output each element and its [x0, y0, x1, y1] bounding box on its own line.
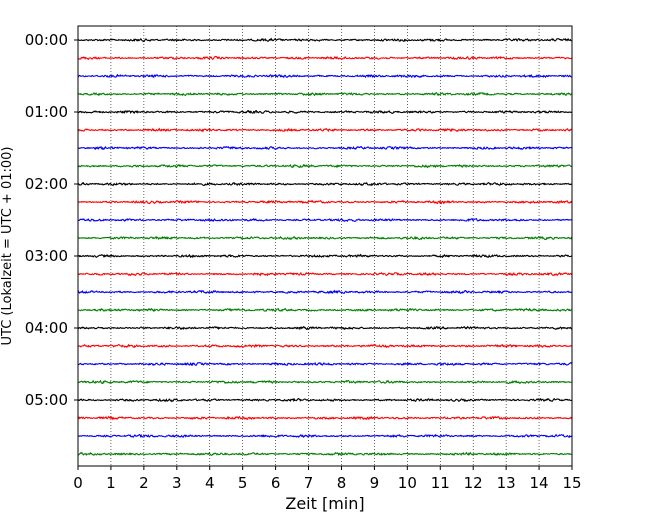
trace-2: [77, 55, 573, 61]
plot-background: [78, 26, 572, 466]
x-tick-label-6: 6: [271, 474, 281, 492]
x-tick-label-11: 11: [431, 474, 450, 492]
trace-11: [77, 217, 573, 222]
x-axis-label: Zeit [min]: [285, 494, 364, 513]
trace-18: [77, 343, 573, 349]
x-tick-label-1: 1: [106, 474, 116, 492]
x-tick-label-7: 7: [304, 474, 314, 492]
trace-13: [77, 253, 573, 259]
trace-9: [77, 181, 573, 187]
x-tick-label-14: 14: [530, 474, 549, 492]
y-tick-label-01:00: 01:00: [25, 103, 68, 121]
trace-5: [77, 109, 573, 115]
x-tick-label-13: 13: [497, 474, 516, 492]
trace-6: [77, 127, 573, 133]
y-axis-ticks: 00:00 01:00 02:00 03:00 04:00 05:00: [25, 31, 78, 409]
trace-15: [77, 289, 573, 295]
y-tick-label-02:00: 02:00: [25, 175, 68, 193]
trace-24: [77, 451, 573, 457]
x-tick-label-12: 12: [464, 474, 483, 492]
y-axis-label: UTC (Lokalzeit = UTC + 01:00): [0, 147, 15, 346]
y-tick-label-00:00: 00:00: [25, 31, 68, 49]
y-tick-label-05:00: 05:00: [25, 391, 68, 409]
trace-7: [77, 145, 573, 151]
x-tick-label-10: 10: [398, 474, 417, 492]
trace-17: [77, 325, 573, 331]
plot-frame: [77, 25, 573, 467]
x-tick-label-5: 5: [238, 474, 248, 492]
x-tick-label-0: 0: [73, 474, 83, 492]
trace-21: [77, 397, 573, 403]
x-tick-label-3: 3: [172, 474, 182, 492]
traces-group: [77, 37, 573, 457]
y-tick-label-03:00: 03:00: [25, 247, 68, 265]
trace-12: [78, 235, 573, 241]
x-axis-ticks: 0 1 2 3 4 5 6 7 8 9 10 11 12 13 14 15: [73, 466, 582, 492]
trace-22: [77, 415, 573, 421]
trace-20: [77, 379, 573, 385]
vertical-gridlines: [110, 26, 540, 466]
trace-4: [77, 92, 573, 97]
trace-3: [77, 73, 573, 79]
trace-10: [77, 199, 573, 205]
x-tick-label-9: 9: [370, 474, 380, 492]
trace-16: [77, 307, 573, 313]
trace-8: [77, 163, 573, 169]
trace-14: [77, 271, 573, 277]
trace-23: [77, 433, 573, 438]
x-tick-label-4: 4: [205, 474, 215, 492]
x-tick-label-2: 2: [139, 474, 149, 492]
x-tick-label-15: 15: [562, 474, 581, 492]
trace-19: [77, 361, 573, 367]
trace-1: [77, 37, 573, 43]
x-tick-label-8: 8: [337, 474, 347, 492]
y-tick-label-04:00: 04:00: [25, 319, 68, 337]
